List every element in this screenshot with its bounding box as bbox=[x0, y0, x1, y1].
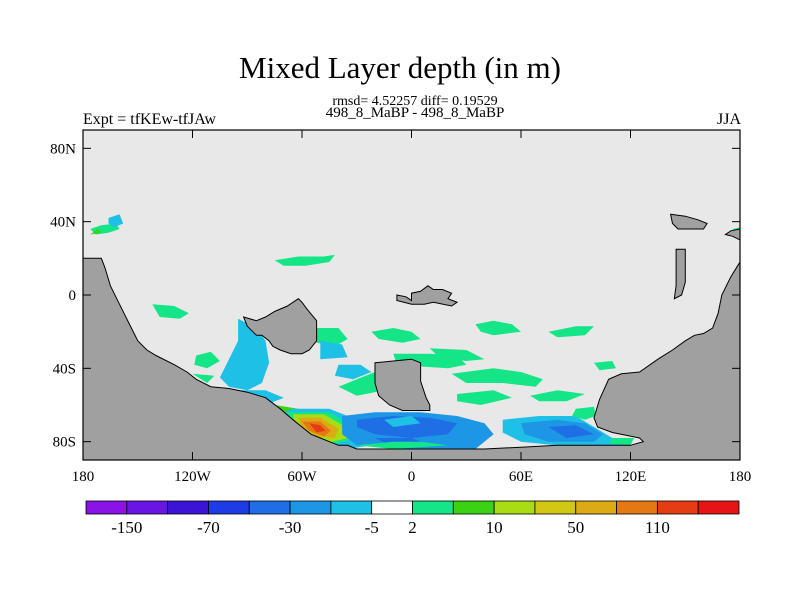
colorbar-swatch-8 bbox=[412, 500, 454, 515]
colorbar-swatch-13 bbox=[616, 500, 658, 515]
data-patch-37 bbox=[548, 425, 594, 438]
colorbar-label-1: -70 bbox=[197, 518, 220, 537]
chart-subtitle-stats: rmsd= 4.52257 diff= 0.19529 bbox=[332, 94, 498, 109]
colorbar: -150 -70 -30 -5 2 10 50 110 bbox=[85, 500, 740, 537]
land-mass-1 bbox=[242, 298, 318, 355]
colorbar-swatch-10 bbox=[493, 500, 536, 515]
land-mass-2 bbox=[374, 358, 431, 411]
y-tick-label-3: 40S bbox=[53, 361, 76, 377]
x-tick-label-1: 120W bbox=[174, 469, 212, 485]
axes-layer: 180 120W 60W 0 60E 120E 180 80N 40N 0 40S 80S bbox=[50, 130, 751, 485]
data-patch-6 bbox=[194, 351, 220, 369]
data-patch-19 bbox=[548, 326, 594, 338]
colorbar-swatch-9 bbox=[452, 500, 495, 515]
colorbar-swatch-4 bbox=[248, 500, 291, 515]
data-patch-29 bbox=[309, 423, 326, 433]
data-patch-9 bbox=[320, 340, 348, 360]
season-label: JJA bbox=[716, 111, 741, 128]
colorbar-label-2: -30 bbox=[279, 518, 302, 537]
data-patch-2 bbox=[90, 229, 102, 235]
data-patch-14 bbox=[429, 348, 485, 361]
data-patch-17 bbox=[530, 390, 585, 402]
colorbar-swatch-1 bbox=[126, 500, 169, 515]
data-patch-39 bbox=[608, 438, 635, 446]
data-patch-38 bbox=[572, 406, 596, 420]
y-tick-label-2: 0 bbox=[69, 288, 77, 304]
x-tick-label-3: 0 bbox=[408, 469, 416, 485]
data-patch-11 bbox=[334, 364, 372, 380]
x-tick-label-0: 180 bbox=[72, 469, 95, 485]
colorbar-label-0: -150 bbox=[111, 518, 142, 537]
data-patch-18 bbox=[475, 320, 521, 336]
data-patch-4 bbox=[152, 304, 189, 319]
data-patch-1 bbox=[108, 214, 124, 228]
colorbar-label-6: 50 bbox=[567, 518, 584, 537]
experiment-label: Expt = tfKEw-tfJAw bbox=[83, 111, 216, 128]
colorbar-label-7: 110 bbox=[645, 518, 670, 537]
colorbar-swatch-3 bbox=[208, 500, 250, 515]
x-tick-label-5: 120E bbox=[615, 469, 647, 485]
colorbar-label-4: 2 bbox=[408, 518, 417, 537]
data-patch-16 bbox=[457, 390, 512, 405]
x-tick-label-6: 180 bbox=[729, 469, 752, 485]
data-patch-31 bbox=[356, 416, 458, 438]
data-patch-34 bbox=[384, 416, 421, 427]
colorbar-label-3: -5 bbox=[365, 518, 379, 537]
data-patch-33 bbox=[356, 441, 448, 449]
land-mass-6 bbox=[724, 228, 740, 241]
land-mass-5 bbox=[673, 248, 686, 300]
colorbar-swatch-15 bbox=[697, 500, 740, 515]
land-mass-3 bbox=[396, 285, 459, 307]
data-patch-15 bbox=[451, 368, 543, 387]
data-patch-5 bbox=[219, 318, 270, 391]
colorbar-swatch-2 bbox=[167, 500, 209, 515]
data-patch-20 bbox=[594, 361, 616, 371]
data-patch-12 bbox=[371, 328, 421, 343]
land-mass-4 bbox=[669, 213, 708, 230]
x-tick-label-2: 60W bbox=[287, 469, 317, 485]
colorbar-swatch-6 bbox=[330, 500, 373, 515]
land-layer bbox=[83, 213, 740, 460]
chart-title: Mixed Layer depth (in m) bbox=[239, 50, 561, 85]
colorbar-swatch-12 bbox=[575, 500, 617, 515]
data-patch-3 bbox=[274, 254, 335, 266]
colorbar-swatch-0 bbox=[85, 500, 128, 515]
colorbar-swatch-7 bbox=[371, 500, 413, 515]
colorbar-swatch-14 bbox=[656, 500, 699, 515]
data-patch-8 bbox=[311, 328, 348, 347]
colorbar-label-5: 10 bbox=[486, 518, 503, 537]
chart-subtitle-case: 498_8_MaBP - 498_8_MaBP bbox=[325, 105, 505, 121]
y-tick-label-0: 80N bbox=[50, 141, 76, 157]
y-tick-label-1: 40N bbox=[50, 215, 76, 231]
colorbar-swatch-5 bbox=[289, 500, 332, 515]
x-tick-label-4: 60E bbox=[509, 469, 533, 485]
data-patch-7 bbox=[192, 373, 215, 383]
colorbar-swatch-11 bbox=[534, 500, 577, 515]
land-mass-0 bbox=[83, 257, 740, 460]
y-tick-label-4: 80S bbox=[53, 435, 76, 451]
